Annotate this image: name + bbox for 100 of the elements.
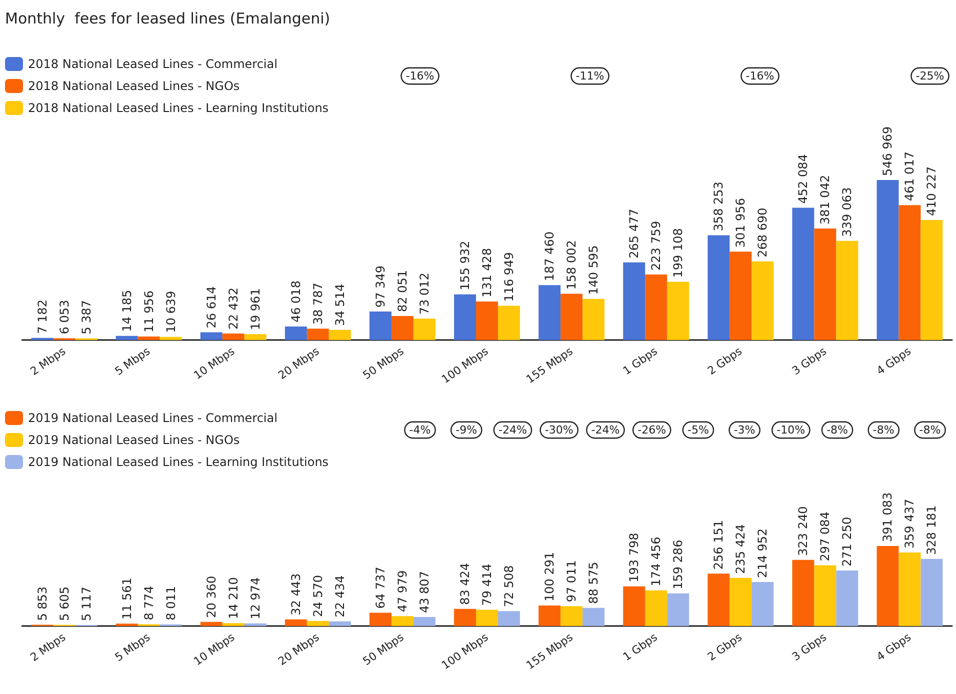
data-label: 82 051 <box>395 270 410 312</box>
data-label: 72 508 <box>502 565 516 608</box>
data-label: 11 956 <box>142 290 156 333</box>
bar <box>836 570 858 626</box>
data-label: 22 434 <box>332 575 347 618</box>
data-label: 358 253 <box>712 182 726 232</box>
bar <box>623 586 646 626</box>
bar <box>538 285 561 340</box>
bar <box>244 334 266 340</box>
data-label: 323 240 <box>796 506 810 556</box>
data-label: 410 227 <box>924 166 939 216</box>
bar <box>898 205 921 340</box>
bar <box>413 617 436 626</box>
data-label: 359 437 <box>902 498 917 548</box>
data-label: 20 360 <box>204 576 218 618</box>
data-label: 32 443 <box>288 573 303 616</box>
text: -30% <box>544 424 574 436</box>
bar <box>328 330 351 340</box>
bar <box>138 336 160 340</box>
text: -9% <box>456 424 478 436</box>
text: -25% <box>916 70 944 82</box>
data-label: 22 432 <box>226 287 240 330</box>
chart-title: Monthly fees for leased lines (Emalangeni) <box>5 10 330 28</box>
bar <box>708 235 730 340</box>
data-label: 97 011 <box>564 560 579 602</box>
text: -16% <box>746 70 774 82</box>
data-label: 47 979 <box>395 570 410 612</box>
data-label: 5 605 <box>57 586 72 621</box>
bar <box>876 180 899 340</box>
text: -3% <box>734 424 756 436</box>
bar <box>814 228 836 340</box>
text: -26% <box>638 424 666 436</box>
bar <box>623 262 646 340</box>
legend-label: 2018 National Leased Lines - Learning Institutions <box>28 101 329 115</box>
data-label: 328 181 <box>924 505 939 555</box>
data-label: 235 424 <box>734 524 748 574</box>
data-label: 11 561 <box>120 578 134 620</box>
text: -5% <box>687 424 709 436</box>
data-label: 26 614 <box>204 286 218 328</box>
text: -11% <box>576 70 604 82</box>
data-label: 8 011 <box>164 586 178 620</box>
bar <box>160 336 182 340</box>
bar <box>306 620 329 626</box>
bar <box>582 608 605 626</box>
data-label: 24 570 <box>310 574 325 617</box>
data-label: 79 414 <box>480 564 494 606</box>
bar <box>413 318 436 340</box>
bar <box>369 612 392 626</box>
data-label: 381 042 <box>818 174 832 225</box>
data-label: 214 952 <box>756 528 770 578</box>
data-label: 34 514 <box>332 284 347 326</box>
bar <box>667 282 690 340</box>
bar <box>792 208 814 340</box>
data-label: 8 774 <box>142 586 156 620</box>
bar <box>200 622 222 626</box>
data-label: 14 185 <box>120 290 134 332</box>
data-label: 97 349 <box>373 266 388 308</box>
bar <box>328 621 351 626</box>
data-label: 7 182 <box>35 300 50 334</box>
bar <box>476 610 498 626</box>
bar <box>667 593 690 626</box>
data-label: 268 690 <box>756 208 770 258</box>
legend-label: 2019 National Leased Lines - Commercial <box>28 411 278 425</box>
legend-label: 2019 National Leased Lines - NGOs <box>28 433 240 447</box>
legend-label: 2018 National Leased Lines - NGOs <box>28 79 240 93</box>
bar <box>920 220 943 340</box>
bar <box>582 298 605 340</box>
bar <box>391 316 414 340</box>
data-label: 38 787 <box>310 282 325 325</box>
bar <box>814 565 836 626</box>
data-label: 19 961 <box>248 288 262 330</box>
data-label: 116 949 <box>502 252 516 302</box>
data-label: 546 969 <box>880 126 895 176</box>
bar <box>730 578 752 626</box>
bar <box>498 611 520 626</box>
legend-label: 2019 National Leased Lines - Learning Institutions <box>28 455 329 469</box>
bar <box>836 240 858 340</box>
data-label: 223 759 <box>649 220 664 271</box>
bar <box>538 605 561 626</box>
bar <box>792 560 814 626</box>
data-label: 140 595 <box>586 245 601 295</box>
bar <box>391 616 414 626</box>
bar <box>476 302 498 340</box>
data-label: 5 387 <box>79 300 94 334</box>
text: -4% <box>409 424 431 436</box>
bar <box>560 294 583 340</box>
bar <box>730 252 752 340</box>
text: -8% <box>919 424 941 436</box>
bar <box>284 326 307 340</box>
data-label: 5 117 <box>79 586 94 621</box>
data-label: 6 053 <box>57 300 72 334</box>
data-label: 265 477 <box>627 208 642 258</box>
bar <box>876 546 899 626</box>
data-label: 452 084 <box>796 154 810 204</box>
bar <box>708 574 730 626</box>
data-label: 193 798 <box>627 532 642 582</box>
bar <box>284 619 307 626</box>
data-label: 10 639 <box>164 290 178 333</box>
data-label: 46 018 <box>288 280 303 323</box>
bar <box>454 294 476 340</box>
